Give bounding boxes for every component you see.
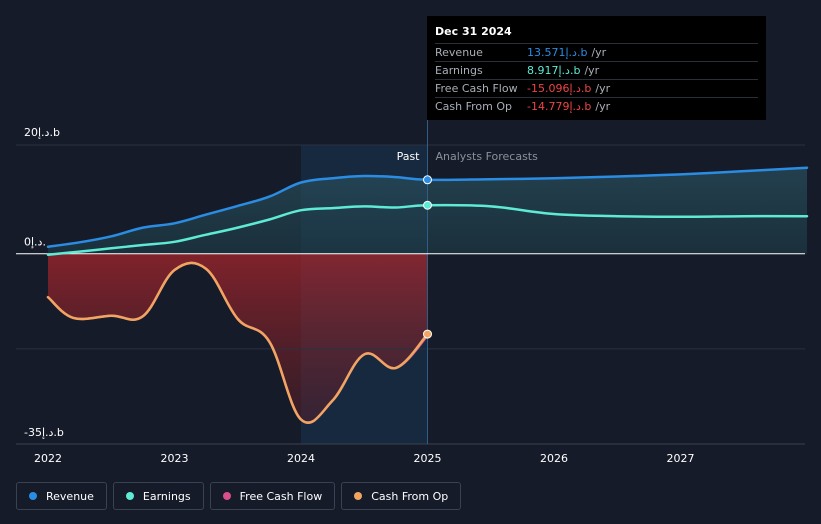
legend-label: Revenue [46,489,94,503]
revenue-point [423,175,432,185]
tooltip-row-value: 13.571د.إ.b [527,46,588,59]
legend-dot-icon [29,492,37,500]
y-label-top: 20د.إ.b [24,126,60,139]
tooltip-row-unit: /yr [591,46,607,59]
legend-label: Earnings [142,489,191,503]
tooltip-row-label: Cash From Op [435,100,513,113]
tooltip-row: Cash From Op -14.779د.إ.b/yr [435,97,758,115]
earnings-line [46,203,809,257]
legend-dot-icon [125,492,134,500]
cash-from-op-line [46,261,429,424]
x-tick-2026: 2026 [540,452,568,465]
tooltip-row-value: -15.096د.إ.b [527,82,592,95]
x-tick-2025: 2025 [414,452,442,465]
tooltip-row-value: 8.917د.إ.b [527,64,581,77]
legend-item-earnings[interactable]: Earnings [112,482,204,510]
legend-dot-icon [354,492,363,500]
x-tick-2024: 2024 [287,452,315,465]
legend-item-revenue[interactable]: Revenue [16,482,107,510]
cash-from-op-point [423,329,432,339]
tooltip-row: Earnings 8.917د.إ.b/yr [435,61,758,79]
legend-dot-icon [222,492,231,500]
x-tick-2023: 2023 [161,452,189,465]
tooltip-row-value: -14.779د.إ.b [527,100,592,113]
past-label: Past [397,150,421,163]
legend-label: Cash From Op [371,489,449,503]
y-label-bottom: -35د.إ.b [24,426,64,439]
x-tick-2027: 2027 [667,452,695,465]
tooltip-row-unit: /yr [595,82,611,95]
tooltip-row: Free Cash Flow -15.096د.إ.b/yr [435,79,758,97]
tooltip-row-unit: /yr [595,100,611,113]
tooltip: Dec 31 2024 Revenue 13.571د.إ.b/yr Earning… [427,16,766,120]
legend-item-free-cash-flow[interactable]: Free Cash Flow [209,482,336,510]
tooltip-row: Revenue 13.571د.إ.b/yr [435,43,758,61]
tooltip-row-label: Free Cash Flow [435,82,518,95]
tooltip-row-label: Revenue [435,46,483,59]
legend-label: Free Cash Flow [239,489,323,503]
cash-from-op-area [48,253,428,423]
tooltip-row-label: Earnings [435,64,483,77]
forecast-label: Analysts Forecasts [436,150,539,163]
legend-item-cash-from-op[interactable]: Cash From Op [341,482,462,510]
tooltip-date: Dec 31 2024 [435,25,512,38]
tooltip-row-unit: /yr [584,64,600,77]
y-label-zero: 0د.إ. [24,236,46,249]
x-tick-2022: 2022 [34,452,62,465]
revenue-line [46,166,809,248]
legend: Revenue Earnings Free Cash Flow Cash From O… [16,482,462,510]
earnings-point [423,200,432,210]
